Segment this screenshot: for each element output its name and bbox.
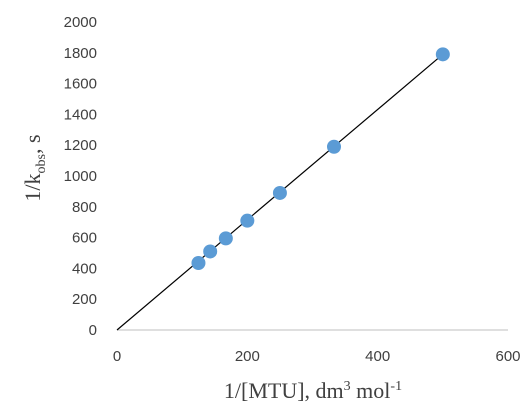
data-point (203, 244, 218, 259)
y-tick-label: 0 (89, 322, 97, 339)
y-axis-tick-labels: 0 200 400 600 800 1000 1200 1400 1600 1800 2000 (64, 14, 97, 339)
y-tick-label: 200 (72, 291, 97, 308)
x-axis-title-sup1: 3 (344, 379, 351, 394)
data-points (191, 47, 450, 271)
y-tick-label: 1200 (64, 137, 97, 154)
y-tick-label: 1600 (64, 76, 97, 93)
y-axis-title-tail: , s (20, 134, 45, 154)
y-axis-title-main: 1/k (20, 173, 45, 201)
x-axis-title-sup2: -1 (390, 379, 402, 394)
y-axis-title-subscript: obs (34, 154, 49, 173)
x-tick-label: 200 (235, 348, 260, 365)
x-tick-label: 600 (495, 348, 520, 365)
x-axis-title: 1/[MTU], dm3 mol-1 (224, 378, 402, 403)
data-point (435, 47, 450, 62)
x-axis-title-mid: mol (351, 378, 391, 403)
y-tick-label: 600 (72, 230, 97, 247)
x-axis-tick-labels: 0 200 400 600 (113, 348, 521, 365)
data-point (218, 231, 233, 246)
y-tick-label: 1400 (64, 106, 97, 123)
y-tick-label: 1800 (64, 45, 97, 62)
data-point (272, 185, 287, 200)
x-tick-label: 400 (365, 348, 390, 365)
x-axis-title-main: 1/[MTU], dm (224, 378, 344, 403)
y-tick-label: 1000 (64, 168, 97, 185)
data-point (191, 256, 206, 271)
y-tick-label: 400 (72, 260, 97, 277)
y-axis-title: 1/kobs, s (20, 134, 49, 201)
y-tick-label: 2000 (64, 14, 97, 31)
data-point (327, 139, 342, 154)
data-point (240, 213, 255, 228)
y-tick-label: 800 (72, 199, 97, 216)
x-tick-label: 0 (113, 348, 121, 365)
